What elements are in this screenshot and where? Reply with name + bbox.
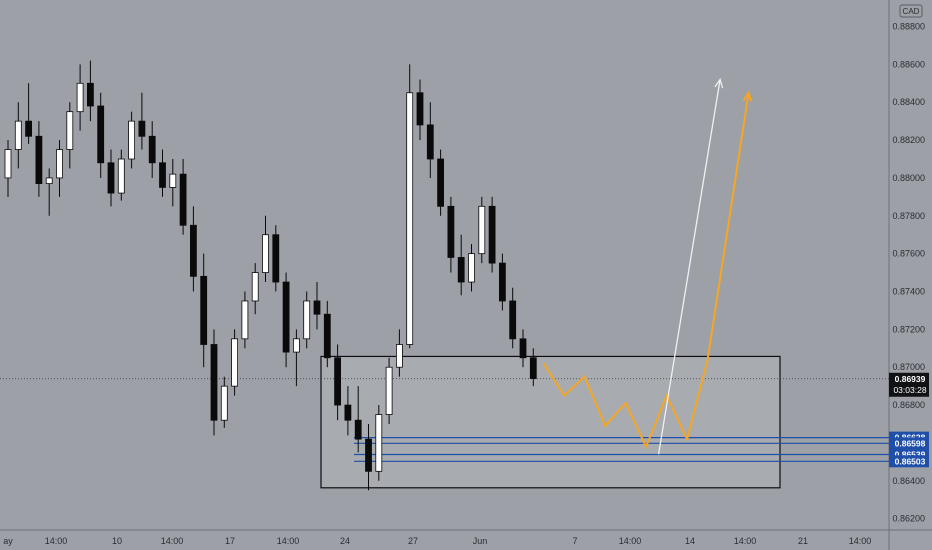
projection-path[interactable]: [657, 79, 721, 455]
candle-body[interactable]: [498, 262, 506, 302]
x-tick-label: 14:00: [849, 536, 872, 546]
x-tick-label: 24: [340, 536, 350, 546]
x-tick-label: 14:00: [161, 536, 184, 546]
candle-body[interactable]: [313, 300, 321, 315]
y-tick-label: 0.88200: [892, 135, 925, 145]
support-label: 0.86539: [895, 449, 926, 459]
y-tick-label: 0.86400: [892, 476, 925, 486]
candle-body[interactable]: [529, 357, 537, 379]
y-tick-label: 0.87800: [892, 211, 925, 221]
projection-path[interactable]: [542, 92, 750, 450]
y-tick-label: 0.88600: [892, 59, 925, 69]
candle-body[interactable]: [323, 313, 331, 359]
support-label: 0.86598: [895, 438, 926, 448]
y-tick-label: 0.87000: [892, 362, 925, 372]
candle-body[interactable]: [272, 234, 280, 283]
candle-body[interactable]: [117, 158, 125, 194]
candle-body[interactable]: [128, 120, 136, 160]
candle-body[interactable]: [87, 82, 94, 107]
current-price-bg: [889, 372, 929, 397]
candle-body[interactable]: [148, 135, 156, 164]
x-tick-label: 14: [685, 536, 695, 546]
candle-body[interactable]: [159, 162, 166, 188]
candle-body[interactable]: [468, 253, 475, 283]
candle-body[interactable]: [200, 275, 208, 345]
candle-body[interactable]: [282, 281, 290, 353]
support-label: 0.86503: [895, 456, 926, 466]
candle-body[interactable]: [509, 300, 517, 340]
candle-body[interactable]: [189, 224, 197, 277]
candle-body[interactable]: [4, 149, 12, 179]
x-tick-label: 10: [112, 536, 122, 546]
candle-body[interactable]: [97, 105, 105, 164]
candle-body[interactable]: [292, 338, 300, 353]
candle-body[interactable]: [426, 124, 434, 160]
candle-body[interactable]: [66, 111, 74, 150]
y-tick-label: 0.88400: [892, 97, 925, 107]
y-tick-label: 0.87600: [892, 249, 925, 259]
support-label-bg: [889, 437, 929, 450]
countdown-label: 03:03:28: [893, 385, 926, 395]
candle-body[interactable]: [375, 414, 383, 472]
price-axis-panel: [889, 0, 932, 550]
candle-body[interactable]: [45, 177, 53, 185]
candle-body[interactable]: [262, 234, 269, 273]
candle-body[interactable]: [416, 92, 424, 126]
x-tick-label: 7: [572, 536, 577, 546]
candle-body[interactable]: [107, 162, 115, 194]
candle-body[interactable]: [406, 92, 414, 345]
candle-body[interactable]: [334, 357, 342, 406]
candle-body[interactable]: [519, 338, 527, 359]
current-price-label: 0.86939: [895, 374, 926, 384]
currency-badge: CAD: [903, 7, 920, 16]
candle-body[interactable]: [210, 344, 218, 421]
candle-body[interactable]: [303, 300, 311, 340]
projection-arrowhead: [714, 78, 724, 89]
candle-body[interactable]: [25, 120, 33, 137]
y-tick-label: 0.87200: [892, 324, 925, 334]
candle-body[interactable]: [385, 366, 393, 415]
y-tick-label: 0.88800: [892, 22, 925, 32]
candle-body[interactable]: [354, 419, 362, 440]
candle-body[interactable]: [35, 135, 43, 185]
candle-body[interactable]: [251, 272, 259, 302]
x-tick-label: 14:00: [45, 536, 68, 546]
candle-body[interactable]: [179, 173, 187, 226]
projection-arrowhead: [742, 90, 753, 102]
candle-body[interactable]: [344, 404, 352, 421]
candle-body[interactable]: [457, 257, 465, 283]
y-tick-label: 0.86200: [892, 514, 925, 524]
candle-body[interactable]: [14, 120, 22, 150]
x-tick-label: 17: [225, 536, 235, 546]
x-tick-label: ay: [3, 536, 13, 546]
candle-body[interactable]: [231, 338, 239, 387]
candle-body[interactable]: [169, 173, 177, 188]
x-tick-label: Jun: [473, 536, 488, 546]
x-tick-label: 14:00: [619, 536, 642, 546]
candle-body[interactable]: [437, 158, 445, 207]
y-tick-label: 0.86800: [892, 400, 925, 410]
candle-body[interactable]: [241, 300, 249, 340]
currency-badge-frame[interactable]: [899, 4, 923, 18]
candle-body[interactable]: [138, 120, 146, 137]
candle-body[interactable]: [395, 344, 403, 368]
x-tick-label: 14:00: [734, 536, 757, 546]
candle-body[interactable]: [220, 385, 228, 421]
x-tick-label: 14:00: [277, 536, 300, 546]
candle-body[interactable]: [365, 438, 372, 472]
candle-body[interactable]: [76, 82, 84, 113]
candle-body[interactable]: [488, 205, 496, 264]
y-tick-label: 0.87400: [892, 287, 925, 297]
x-tick-label: 27: [408, 536, 418, 546]
support-label-bg: [889, 455, 929, 468]
x-tick-label: 21: [798, 536, 808, 546]
candle-body[interactable]: [56, 149, 63, 179]
candle-body[interactable]: [447, 205, 455, 258]
y-tick-label: 0.88000: [892, 173, 925, 183]
candle-body[interactable]: [478, 205, 486, 255]
